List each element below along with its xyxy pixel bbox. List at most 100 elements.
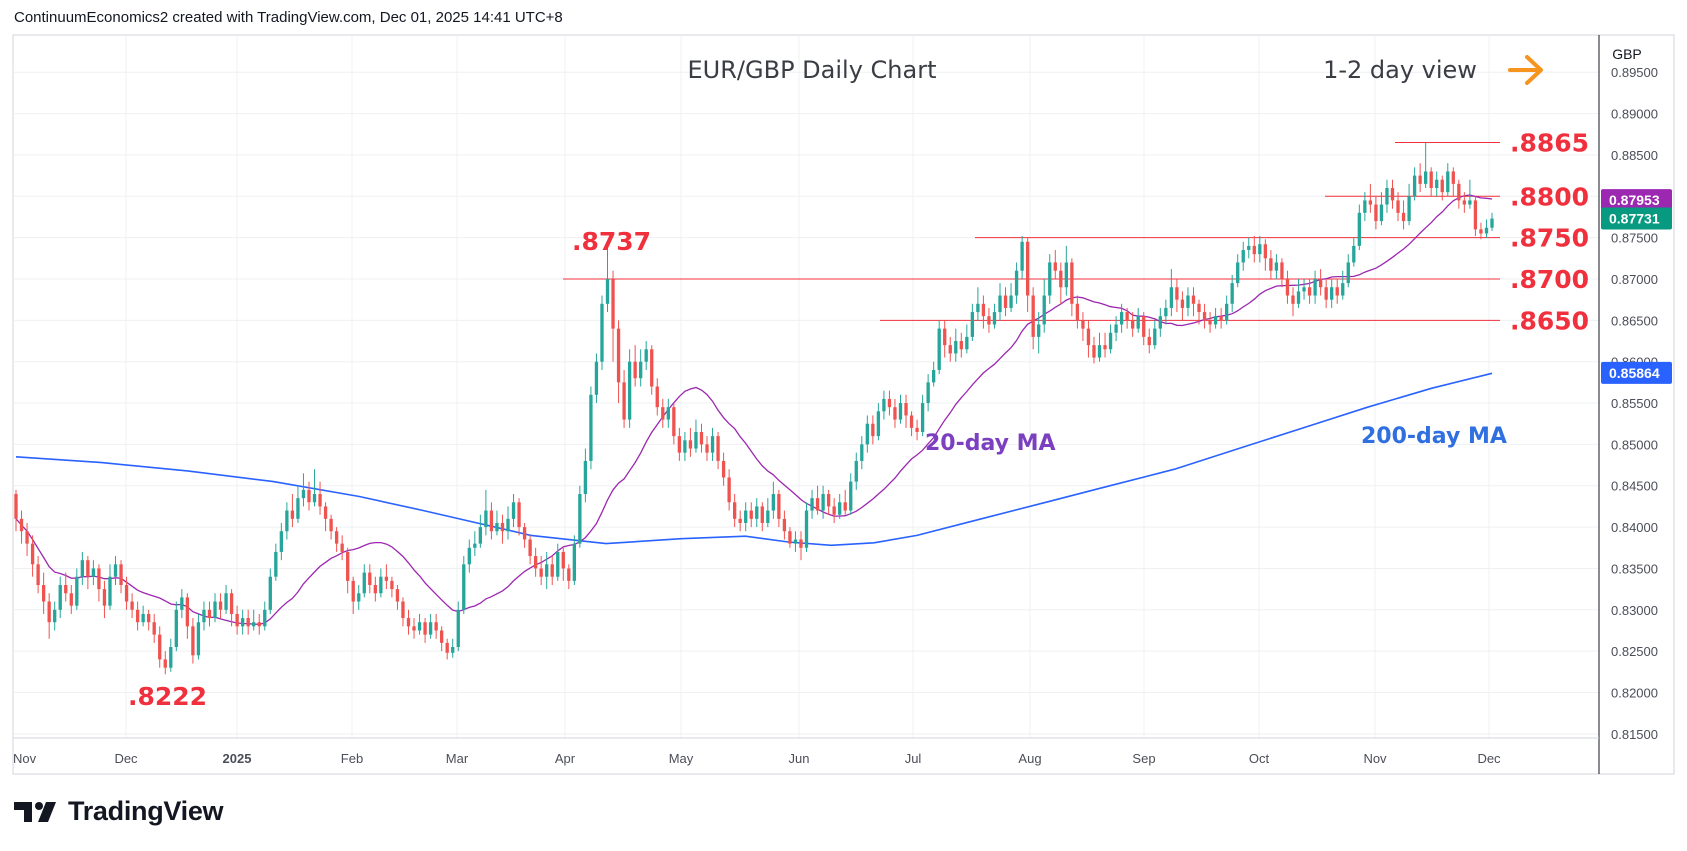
candle [246, 609, 250, 635]
candle-body [506, 518, 510, 532]
candle-body [1070, 262, 1074, 304]
candle-body [417, 622, 422, 631]
candle [401, 597, 405, 627]
candle [1081, 312, 1085, 342]
candle-body [147, 613, 151, 623]
candle-body [1252, 245, 1256, 255]
candle-body [1412, 175, 1417, 197]
time-axis[interactable]: Nov Dec 2025 Feb Mar Apr May Jun Jul Aug Sep Oct Nov… [13, 751, 1501, 766]
candle-body [821, 494, 825, 511]
candle [268, 568, 272, 614]
candle-body [810, 498, 814, 511]
candle [898, 394, 903, 424]
candle-body [467, 547, 471, 565]
candle-body [760, 506, 764, 523]
ma200-label: 200-day MA [1361, 424, 1507, 449]
candle [749, 502, 753, 528]
candle-body [1197, 303, 1201, 313]
candle [478, 514, 483, 548]
candle [1236, 254, 1240, 288]
candle [1313, 270, 1317, 304]
candle-body [423, 622, 427, 635]
candle-body [75, 576, 79, 606]
candle-body [500, 522, 505, 532]
candle-body [69, 593, 73, 606]
candle-body [80, 560, 84, 577]
candle [1396, 192, 1400, 222]
candle [307, 481, 311, 511]
candle-body [484, 510, 488, 528]
candle [1280, 258, 1284, 288]
candle-body [495, 522, 499, 532]
candle [843, 489, 847, 515]
candle-body [1263, 244, 1268, 259]
candle-body [1136, 316, 1140, 329]
candle [1274, 254, 1279, 279]
low-annotation: .8222 [128, 682, 207, 711]
candle-body [290, 510, 295, 519]
candle-body [334, 531, 339, 544]
high-annotation: .8737 [572, 227, 651, 256]
candle [58, 576, 62, 619]
candle-body [860, 444, 864, 461]
candle-body [91, 568, 96, 577]
candle [915, 419, 919, 441]
candle [152, 613, 156, 643]
candle [240, 609, 245, 635]
candle [1064, 245, 1068, 296]
candle [25, 522, 29, 557]
candle [373, 576, 377, 602]
candle [290, 494, 295, 528]
candle [992, 303, 997, 329]
candle [1363, 192, 1367, 222]
candle-body [395, 589, 400, 602]
ma20-line [15, 194, 1493, 625]
candle-body [1092, 345, 1096, 358]
candle-body [428, 622, 433, 635]
candle [1119, 303, 1124, 333]
candle-body [1180, 299, 1185, 308]
candle-body [710, 436, 715, 453]
candle-body [517, 502, 521, 528]
candle [395, 584, 400, 610]
candle-body [1131, 320, 1135, 329]
candle [119, 560, 123, 594]
candle-body [252, 622, 256, 627]
candle [716, 431, 720, 470]
candle-body [445, 642, 449, 653]
ma200-line [15, 372, 1493, 547]
candle-body [1042, 295, 1046, 325]
candle-body [224, 593, 228, 610]
tradingview-logo-icon [14, 801, 56, 822]
candle [511, 494, 516, 528]
candle [30, 535, 35, 577]
candle-body [36, 564, 40, 585]
candle-body [650, 349, 654, 387]
y-tick-label: 0.83000 [1611, 603, 1658, 618]
candle-body [600, 303, 604, 362]
candle [810, 489, 814, 519]
candle-body [412, 626, 416, 631]
candle [854, 452, 858, 490]
candle-body [1330, 287, 1334, 300]
price-axis[interactable]: 0.895000.890000.885000.880000.875000.870… [1611, 65, 1658, 742]
candle [379, 568, 383, 598]
candle [1252, 235, 1256, 263]
candle-body [838, 502, 842, 515]
candle [428, 613, 433, 639]
tradingview-logo[interactable]: TradingView [14, 796, 224, 827]
candle-body [191, 626, 195, 656]
candle-body [749, 510, 753, 519]
candle [699, 423, 704, 453]
candle-body [218, 601, 223, 610]
candle-body [738, 518, 742, 523]
candle [75, 568, 79, 610]
candle [616, 320, 621, 404]
candle-body [257, 622, 261, 627]
candle-body [1462, 200, 1467, 205]
y-tick-label: 0.81500 [1611, 727, 1658, 742]
candle [1142, 312, 1146, 346]
candle-body [1446, 171, 1450, 193]
candle [987, 307, 991, 333]
